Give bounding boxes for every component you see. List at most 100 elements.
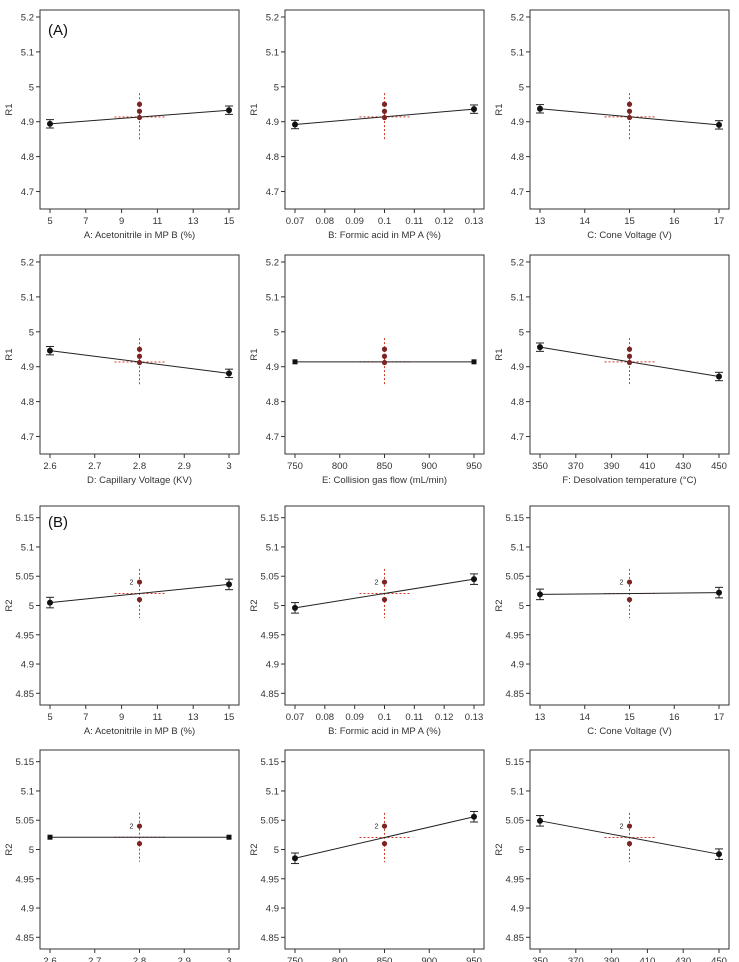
center-point xyxy=(136,101,143,107)
y-tick-label: 5.15 xyxy=(261,757,280,768)
x-tick-label: 430 xyxy=(675,956,691,962)
y-tick-label: 5.2 xyxy=(511,257,524,268)
y-axis-label: R1 xyxy=(249,103,260,115)
center-point xyxy=(136,579,143,585)
y-tick-label: 4.9 xyxy=(21,362,34,373)
y-tick-label: 5.1 xyxy=(266,47,279,58)
x-tick-label: 15 xyxy=(224,216,235,227)
center-point xyxy=(381,114,388,121)
chart-B1: 4.85 4.9 4.95 5 5.05 5.1 5.15 5 7 9 11 13 15 A: Aceto… xyxy=(4,505,240,737)
x-tick-label: 0.12 xyxy=(435,712,454,723)
y-tick-label: 5 xyxy=(29,82,34,93)
center-point xyxy=(381,346,388,352)
center-point xyxy=(626,597,633,603)
chart-B5: 4.854.94.9555.055.15.15750800850900950E:… xyxy=(249,749,485,962)
y-tick-label: 5.05 xyxy=(506,816,525,827)
x-tick-label: 0.09 xyxy=(345,712,364,723)
data-point xyxy=(471,359,477,365)
y-tick-label: 5 xyxy=(519,82,524,93)
x-tick-label: 17 xyxy=(714,712,725,723)
center-point xyxy=(136,359,143,366)
y-tick-label: 5.1 xyxy=(266,786,279,797)
y-tick-label: 4.7 xyxy=(266,187,279,198)
x-tick-label: 0.07 xyxy=(286,712,305,723)
center-point xyxy=(626,823,633,829)
x-tick-label: 0.11 xyxy=(405,216,423,227)
y-tick-label: 4.7 xyxy=(511,432,524,443)
data-point xyxy=(292,855,298,862)
x-tick-label: 13 xyxy=(535,216,546,227)
y-tick-label: 4.85 xyxy=(16,933,35,944)
y-tick-label: 5.1 xyxy=(21,47,34,58)
center-point xyxy=(626,346,633,352)
x-tick-label: 370 xyxy=(568,956,584,962)
y-tick-label: 5.15 xyxy=(16,757,35,768)
x-tick-label: 370 xyxy=(568,461,584,472)
x-tick-label: 950 xyxy=(466,956,482,962)
center-point xyxy=(381,597,388,603)
x-tick-label: 5 xyxy=(47,216,52,227)
x-tick-label: 410 xyxy=(639,461,655,472)
x-tick-label: 390 xyxy=(604,461,620,472)
y-tick-label: 5.1 xyxy=(266,542,279,553)
y-tick-label: 5 xyxy=(274,601,279,612)
data-point xyxy=(537,344,543,351)
y-tick-label: 4.85 xyxy=(261,689,280,700)
y-tick-label: 5.1 xyxy=(21,542,34,553)
chart-A6: 4.7 4.8 4.9 5 5.1 5.2 350 370 390 410 430 450 F: Des… xyxy=(494,254,730,486)
replicate-count-label: 2 xyxy=(620,580,624,587)
x-tick-label: 3 xyxy=(226,956,231,962)
x-tick-label: 800 xyxy=(332,956,348,962)
center-point xyxy=(136,353,143,359)
y-tick-label: 5 xyxy=(29,327,34,338)
x-tick-label: 390 xyxy=(604,956,620,962)
y-tick-label: 5.1 xyxy=(511,47,524,58)
data-point xyxy=(47,599,53,606)
center-point xyxy=(136,346,143,352)
chart-B6: 4.85 4.9 4.95 5 5.05 5.1 5.15 350 370 390 410 430 45… xyxy=(494,749,730,962)
y-tick-label: 5.15 xyxy=(506,513,525,524)
x-tick-label: 900 xyxy=(421,461,437,472)
x-tick-label: 950 xyxy=(466,461,482,472)
x-axis-label: B: Formic acid in MP A (%) xyxy=(328,726,441,737)
data-point xyxy=(47,834,53,840)
x-tick-label: 0.11 xyxy=(405,712,423,723)
y-axis-label: R1 xyxy=(4,103,15,115)
x-tick-label: 410 xyxy=(639,956,655,962)
x-tick-label: 450 xyxy=(711,956,727,962)
x-tick-label: 850 xyxy=(377,461,393,472)
y-tick-label: 4.85 xyxy=(506,933,525,944)
center-point xyxy=(381,108,388,114)
data-point xyxy=(226,581,232,588)
x-tick-label: 7 xyxy=(83,712,88,723)
y-axis-label: R2 xyxy=(494,599,505,611)
data-point xyxy=(716,851,722,858)
y-tick-label: 5.2 xyxy=(266,12,279,23)
fit-line xyxy=(294,578,475,609)
x-axis-label: E: Collision gas flow (mL/min) xyxy=(322,475,447,486)
y-tick-label: 5.05 xyxy=(261,572,280,583)
y-tick-label: 4.9 xyxy=(511,117,524,128)
y-tick-label: 5.05 xyxy=(16,816,35,827)
x-axis-label: F: Desolvation temperature (°C) xyxy=(562,475,696,486)
x-tick-label: 2.9 xyxy=(178,461,191,472)
y-tick-label: 4.9 xyxy=(266,904,279,915)
center-point xyxy=(381,579,388,585)
plot-frame xyxy=(529,254,730,455)
y-tick-label: 4.95 xyxy=(261,630,280,641)
x-tick-label: 0.07 xyxy=(286,216,305,227)
center-point xyxy=(136,597,143,603)
y-tick-label: 4.8 xyxy=(266,397,279,408)
data-point xyxy=(471,813,477,820)
x-tick-label: 2.6 xyxy=(43,956,56,962)
data-point xyxy=(471,576,477,583)
y-tick-label: 4.9 xyxy=(21,904,34,915)
replicate-count-label: 2 xyxy=(375,824,379,831)
data-point xyxy=(47,347,53,354)
center-point xyxy=(626,841,633,847)
y-tick-label: 5.2 xyxy=(21,257,34,268)
y-axis-label: R1 xyxy=(249,348,260,360)
y-tick-label: 5.2 xyxy=(21,12,34,23)
chart-A1: 4.7 4.8 4.9 5 5.1 5.2 5 7 9 11 13 15 A: Acetonitrile… xyxy=(4,9,240,241)
x-tick-label: 9 xyxy=(119,216,124,227)
